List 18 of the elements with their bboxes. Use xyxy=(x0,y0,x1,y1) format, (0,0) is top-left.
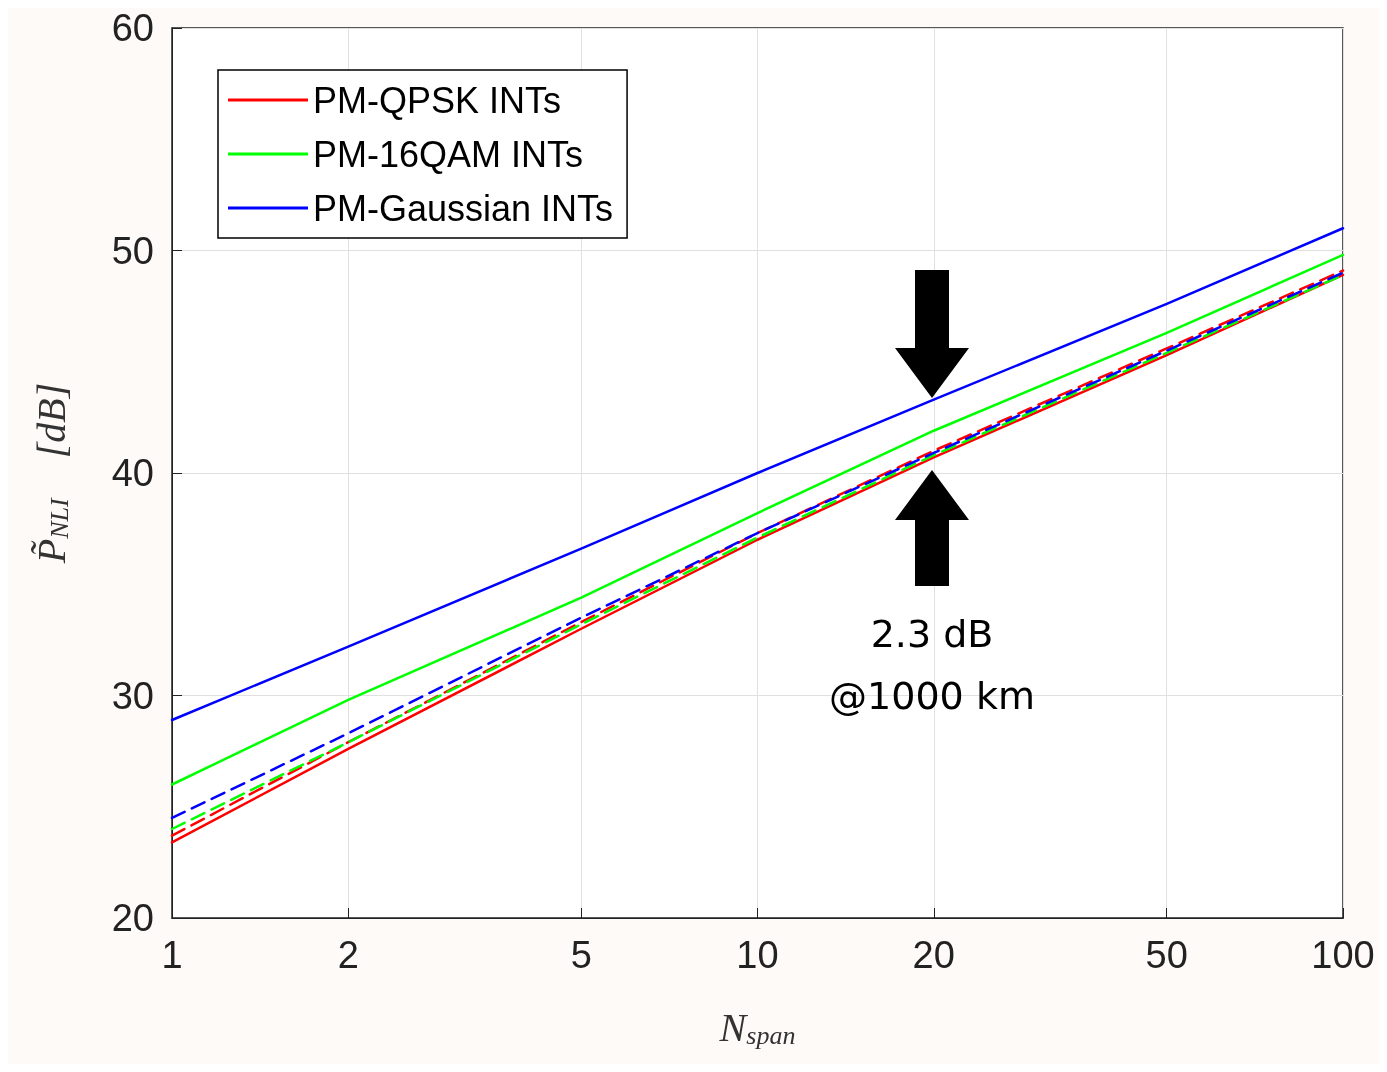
x-axis-title: Nspan xyxy=(718,1004,796,1050)
legend-label: PM-16QAM INTs xyxy=(313,133,584,175)
x-tick-label: 5 xyxy=(570,934,592,976)
x-tick-label: 10 xyxy=(736,934,779,976)
y-tick-label: 60 xyxy=(111,7,154,49)
y-tick-label: 50 xyxy=(111,229,154,272)
x-tick-label: 20 xyxy=(912,934,955,976)
x-tick-label: 1 xyxy=(161,934,183,976)
x-tick-label: 50 xyxy=(1145,934,1188,976)
annotation: 2.3 dB @1000 km xyxy=(829,612,1035,718)
legend-label: PM-Gaussian INTs xyxy=(313,187,614,229)
y-tick-label: 40 xyxy=(111,452,154,494)
x-tick-label: 100 xyxy=(1311,934,1375,976)
y-tick-label: 30 xyxy=(111,674,154,717)
legend-label: PM-QPSK INTs xyxy=(313,79,562,121)
text: P̃NLI [dB] xyxy=(28,382,74,564)
x-tick-label: 2 xyxy=(337,934,359,976)
y-tick-label: 20 xyxy=(111,897,154,939)
